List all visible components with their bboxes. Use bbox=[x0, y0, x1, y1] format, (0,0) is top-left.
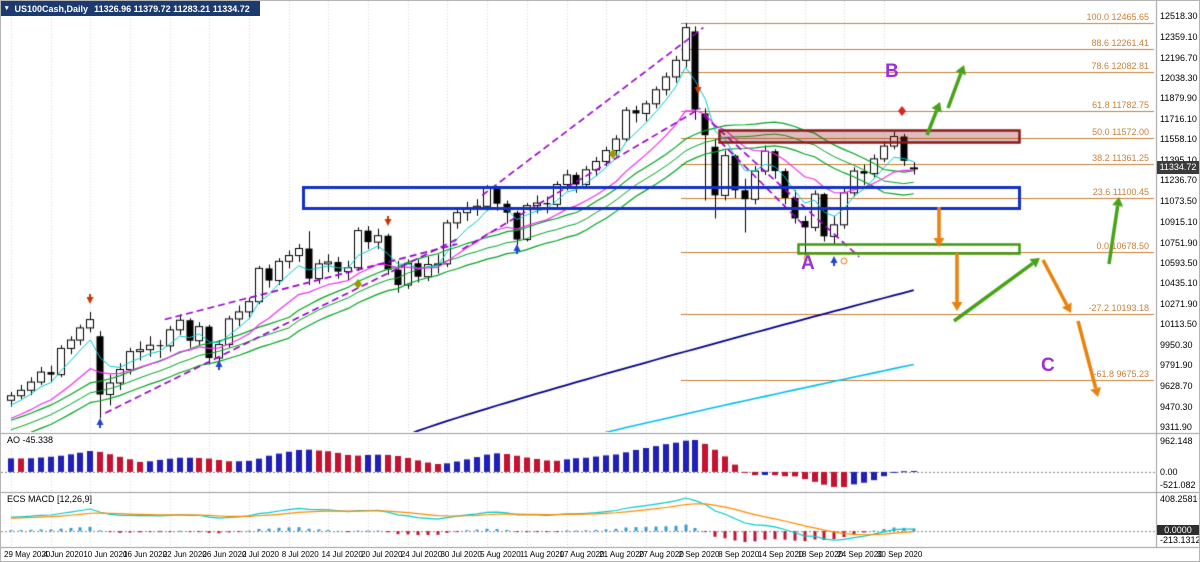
date-label: 20 Jul 2020 bbox=[361, 550, 403, 559]
fibo-level-label: 38.2 11361.25 bbox=[1092, 153, 1149, 164]
current-price-badge: 11334.72 bbox=[1157, 160, 1199, 174]
date-label: 26 Jun 2020 bbox=[202, 550, 247, 559]
price-tick-label: 9950.30 bbox=[1160, 340, 1193, 351]
chart-title-bar[interactable]: ▾ US100Cash,Daily 11326.96 11379.72 1128… bbox=[1, 1, 260, 16]
price-tick-label: 12038.30 bbox=[1160, 72, 1198, 83]
price-tick-label: 9470.30 bbox=[1160, 401, 1193, 412]
price-tick-label: 9311.90 bbox=[1160, 421, 1192, 432]
date-label: 4 Jun 2020 bbox=[43, 550, 84, 559]
date-label: 8 Sep 2020 bbox=[718, 550, 760, 559]
date-label: 10 Jun 2020 bbox=[83, 550, 128, 559]
fibo-level-label: 61.8 11782.75 bbox=[1092, 99, 1149, 110]
price-tick-label: 10113.50 bbox=[1160, 319, 1197, 330]
date-label: 29 May 2020 bbox=[4, 550, 51, 559]
letter-label-C[interactable]: C bbox=[1041, 355, 1055, 376]
date-label: 5 Aug 2020 bbox=[480, 550, 521, 559]
ao-axis-max-label: 962.148 bbox=[1160, 436, 1193, 446]
fibo-level-label: 23.6 11100.45 bbox=[1092, 186, 1149, 197]
price-tick-label: 12196.70 bbox=[1160, 52, 1198, 63]
price-tick-label: 12359.10 bbox=[1160, 31, 1198, 42]
date-label: 14 Jul 2020 bbox=[321, 550, 363, 559]
ao-axis-min-label: -521.082 bbox=[1160, 480, 1196, 490]
price-tick-label: 11716.10 bbox=[1160, 114, 1197, 125]
symbol-dropdown-icon: ▾ bbox=[5, 5, 9, 12]
date-label: 11 Aug 2020 bbox=[519, 550, 565, 559]
date-label: 14 Sep 2020 bbox=[757, 550, 804, 559]
date-label: 8 Jul 2020 bbox=[281, 550, 319, 559]
letter-label-A[interactable]: A bbox=[801, 253, 815, 274]
fibo-level-label: -61.8 9675.23 bbox=[1093, 369, 1149, 380]
ohlc-values: 11326.96 11379.72 11283.21 11334.72 bbox=[94, 3, 250, 14]
fibo-level-label: -27.2 10193.18 bbox=[1088, 303, 1149, 314]
price-tick-label: 11073.50 bbox=[1160, 196, 1197, 207]
date-label: 22 Jun 2020 bbox=[162, 550, 207, 559]
price-tick-label: 11558.10 bbox=[1160, 134, 1197, 145]
price-tick-label: 9628.70 bbox=[1160, 381, 1193, 392]
fibo-level-label: 0.0 10678.50 bbox=[1096, 240, 1149, 251]
price-tick-label: 11879.90 bbox=[1160, 93, 1197, 104]
price-tick-label: 10751.90 bbox=[1160, 237, 1198, 248]
price-tick-label: 11395.10 bbox=[1160, 155, 1197, 165]
date-label: 16 Jun 2020 bbox=[123, 550, 168, 559]
price-tick-label: 12518.30 bbox=[1160, 11, 1198, 22]
price-tick-label: 10593.50 bbox=[1160, 257, 1198, 268]
date-label: 17 Aug 2020 bbox=[559, 550, 605, 559]
price-tick-label: 11236.70 bbox=[1160, 175, 1197, 186]
ao-axis-zero-label: 0.00 bbox=[1160, 466, 1178, 477]
ao-indicator-label: AO -45.338 bbox=[7, 435, 54, 445]
letter-label-B[interactable]: B bbox=[885, 61, 899, 82]
date-label: 18 Sep 2020 bbox=[797, 550, 843, 559]
date-label: 27 Aug 2020 bbox=[638, 550, 684, 559]
price-tick-label: 10271.90 bbox=[1160, 298, 1198, 309]
date-label: 24 Jul 2020 bbox=[400, 550, 443, 559]
date-label: 30 Jul 2020 bbox=[440, 550, 482, 559]
macd-axis-min-label: -213.1312 bbox=[1160, 535, 1200, 545]
macd-current-badge: 0.0000 bbox=[1157, 525, 1199, 536]
date-label: 21 Aug 2020 bbox=[599, 550, 645, 559]
symbol-timeframe-title: US100Cash,Daily bbox=[14, 3, 89, 14]
price-tick-label: 9791.90 bbox=[1160, 360, 1193, 371]
fibo-level-label: 78.6 12082.81 bbox=[1091, 61, 1149, 72]
date-label: 2 Jul 2020 bbox=[242, 550, 279, 559]
date-label: 30 Sep 2020 bbox=[876, 550, 923, 559]
macd-axis-max-label: 408.2581 bbox=[1160, 494, 1198, 504]
fibo-level-label: 50.0 11572.00 bbox=[1092, 126, 1149, 137]
date-label: 24 Sep 2020 bbox=[837, 550, 883, 559]
price-tick-label: 10915.10 bbox=[1160, 216, 1198, 227]
fibo-level-label: 100.0 12465.65 bbox=[1086, 12, 1149, 23]
date-label: 2 Sep 2020 bbox=[678, 550, 720, 559]
fibo-level-label: 88.6 12261.41 bbox=[1091, 38, 1149, 49]
price-tick-label: 10435.10 bbox=[1160, 278, 1198, 289]
macd-indicator-label: ECS MACD [12,26,9] bbox=[7, 494, 93, 504]
